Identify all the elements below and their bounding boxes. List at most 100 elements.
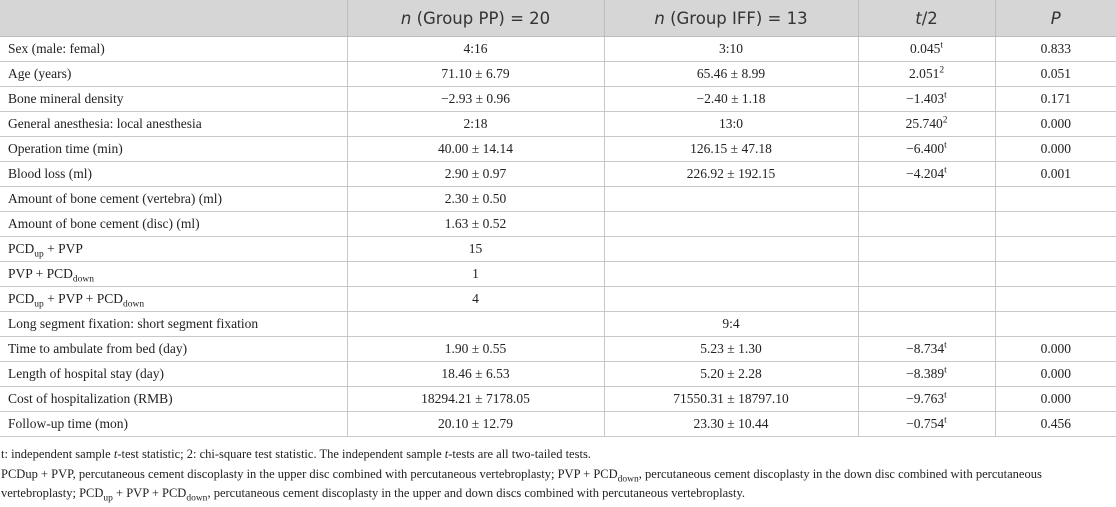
table-cell: 13:0 — [603, 111, 859, 137]
text: 2.90 ± 0.97 — [444, 166, 507, 181]
table-cell — [994, 186, 1116, 212]
subscript: down — [123, 299, 145, 310]
text: 0.833 — [1040, 41, 1071, 56]
text: −9.763 — [906, 391, 945, 406]
text: −6.400 — [906, 141, 945, 156]
text: 1 — [472, 266, 479, 281]
supscript: t — [944, 390, 947, 401]
italic-text: n — [400, 8, 412, 28]
text: 65.46 ± 8.99 — [696, 66, 766, 81]
text: 4:16 — [463, 41, 488, 56]
text: 0.000 — [1040, 366, 1071, 381]
text: 1.90 ± 0.55 — [444, 341, 507, 356]
table-cell: Sex (male: femal) — [0, 36, 348, 62]
table-cell — [603, 286, 859, 312]
table-cell: −2.40 ± 1.18 — [603, 86, 859, 112]
table-row: PCDup + PVP + PCDdown 4 — [0, 286, 1116, 312]
table-row: Follow-up time (mon) 20.10 ± 12.79 23.30 ±… — [0, 411, 1116, 437]
text: /2 — [921, 8, 938, 28]
supscript: t — [944, 140, 947, 151]
italic-text: t — [915, 8, 922, 28]
text: (Group IFF) = 13 — [664, 8, 808, 28]
italic-text: t — [113, 447, 118, 461]
table-cell: 0.000 — [994, 336, 1116, 362]
text: 0.001 — [1040, 166, 1071, 181]
text: + PVP + PCD — [43, 291, 124, 306]
table-cell: −9.763t — [857, 386, 996, 412]
table-cell — [994, 211, 1116, 237]
text: 25.740 — [905, 116, 943, 131]
subscript: down — [186, 493, 208, 504]
table-row: PCDup + PVP 15 — [0, 236, 1116, 262]
table-cell: 2.90 ± 0.97 — [346, 161, 605, 187]
italic-text: t — [444, 447, 449, 461]
table-cell: 0.000 — [994, 136, 1116, 162]
text: Sex (male: femal) — [8, 41, 105, 56]
text: , percutaneous cement discoplasty in the… — [207, 486, 746, 500]
text: 18294.21 ± 7178.05 — [421, 391, 530, 406]
table-cell: 0.000 — [994, 386, 1116, 412]
table-row: Long segment fixation: short segment fix… — [0, 311, 1116, 337]
text: 3:10 — [718, 41, 743, 56]
text: , percutaneous cement discoplasty in the… — [1, 466, 1042, 501]
table-cell: 0.051 — [994, 61, 1116, 87]
table-cell: 0.045t — [857, 36, 996, 62]
table-cell: Long segment fixation: short segment fix… — [0, 311, 348, 337]
table-cell: Operation time (min) — [0, 136, 348, 162]
text: −2.93 ± 0.96 — [440, 91, 511, 106]
table-cell — [603, 261, 859, 287]
table-cell: 126.15 ± 47.18 — [603, 136, 859, 162]
text: 4 — [472, 291, 479, 306]
text: 5.20 ± 2.28 — [700, 366, 762, 381]
text: 0.171 — [1040, 91, 1071, 106]
table-row: Age (years) 71.10 ± 6.79 65.46 ± 8.99 2.051… — [0, 61, 1116, 87]
supscript: t — [944, 340, 947, 351]
text: 23.30 ± 10.44 — [693, 416, 769, 431]
table-row: Blood loss (ml) 2.90 ± 0.97 226.92 ± 192.1… — [0, 161, 1116, 187]
table-cell: 4:16 — [346, 36, 605, 62]
table-cell: 4 — [346, 286, 605, 312]
supscript: 2 — [942, 115, 948, 126]
text: 5.23 ± 1.30 — [700, 341, 762, 356]
footnotes: t: independent sample t-test statistic; … — [0, 437, 1116, 504]
text: -test statistic; 2: chi-square test stat… — [117, 447, 445, 461]
subscript: up — [34, 249, 44, 260]
text: −4.204 — [906, 166, 945, 181]
table-cell: 18294.21 ± 7178.05 — [346, 386, 605, 412]
table-row: Cost of hospitalization (RMB) 18294.21 ± … — [0, 386, 1116, 412]
table-cell: 9:4 — [603, 311, 859, 337]
text: 18.46 ± 6.53 — [441, 366, 510, 381]
text: 0.051 — [1040, 66, 1071, 81]
table-cell — [603, 211, 859, 237]
text: Blood loss (ml) — [8, 166, 93, 181]
table-cell — [857, 211, 996, 237]
text: Age (years) — [8, 66, 72, 81]
text: 0.000 — [1040, 141, 1071, 156]
text: 126.15 ± 47.18 — [690, 141, 772, 156]
text: 0.000 — [1040, 341, 1071, 356]
table-row: Time to ambulate from bed (day) 1.90 ± 0.… — [0, 336, 1116, 362]
table-cell — [994, 311, 1116, 337]
text: Bone mineral density — [8, 91, 124, 106]
text: −8.389 — [906, 366, 945, 381]
subscript: down — [72, 274, 95, 285]
table-cell — [994, 286, 1116, 312]
italic-text: P — [1050, 8, 1061, 28]
table-cell: Time to ambulate from bed (day) — [0, 336, 348, 362]
table-cell: Follow-up time (mon) — [0, 411, 348, 437]
text: 0.000 — [1040, 391, 1071, 406]
table-cell: 1 — [346, 261, 605, 287]
table-cell — [857, 311, 996, 337]
table-row: Operation time (min) 40.00 ± 14.14 126.15 … — [0, 136, 1116, 162]
table-cell: 71.10 ± 6.79 — [346, 61, 605, 87]
table-body: Sex (male: femal) 4:16 3:10 0.045t 0.833 Age … — [0, 36, 1116, 437]
table-cell: 0.000 — [994, 111, 1116, 137]
text: Cost of hospitalization (RMB) — [8, 391, 173, 406]
table-cell: 0.000 — [994, 361, 1116, 387]
table-cell: Bone mineral density — [0, 86, 348, 112]
table-cell: 40.00 ± 14.14 — [346, 136, 605, 162]
text: Length of hospital stay (day) — [8, 366, 164, 381]
text: 226.92 ± 192.15 — [686, 166, 776, 181]
table-cell: Amount of bone cement (disc) (ml) — [0, 211, 348, 237]
text: PCD — [8, 291, 35, 306]
